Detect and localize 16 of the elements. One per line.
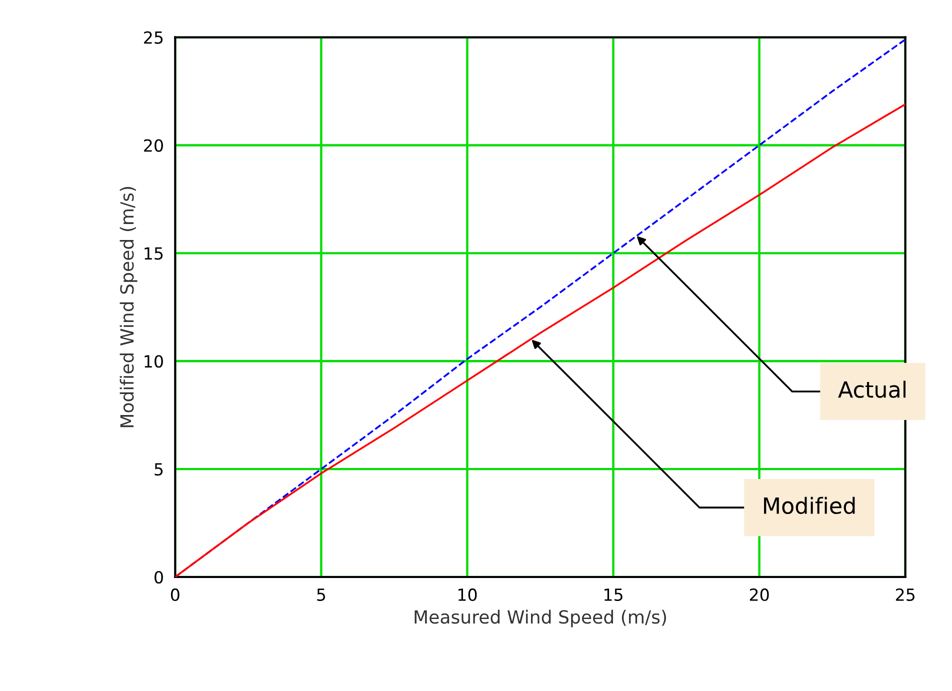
y-axis-title: Modified Wind Speed (m/s) [120,187,138,428]
y-tick-label: 25 [144,31,163,44]
x-tick-label: 15 [604,588,622,601]
y-tick-label: 5 [154,463,163,476]
x-tick-label: 25 [896,588,914,601]
y-tick-label: 15 [144,247,163,260]
x-tick-label: 0 [170,588,180,601]
annotation: Modified [764,496,855,514]
x-tick-label: 5 [317,588,326,601]
x-tick-label: 10 [458,588,477,601]
x-tick-label: 20 [750,588,769,601]
y-tick-label: 0 [154,570,163,584]
x-axis-title: Measured Wind Speed (m/s) [414,610,666,628]
annotation: Actual [838,380,906,398]
y-tick-label: 10 [144,355,163,368]
y-tick-label: 20 [144,139,163,152]
